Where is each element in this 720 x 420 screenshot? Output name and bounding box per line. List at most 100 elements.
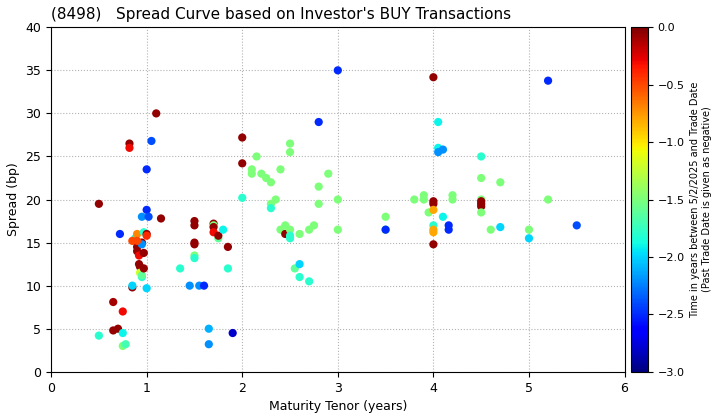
Point (265, 205, 276, 212)
Point (208, 229, 220, 236)
Point (117, 308, 129, 315)
Point (136, 272, 148, 279)
Point (313, 183, 325, 190)
Point (236, 160, 248, 167)
Point (130, 235, 141, 242)
Point (303, 278, 315, 285)
Point (208, 220, 220, 227)
Point (189, 222, 200, 229)
Point (120, 341, 132, 348)
Point (284, 235, 296, 242)
Point (265, 179, 276, 186)
Point (495, 179, 506, 186)
Point (475, 153, 487, 160)
Y-axis label: Time in years between 5/2/2025 and Trade Date
(Past Trade Date is given as negat: Time in years between 5/2/2025 and Trade… (690, 81, 712, 318)
Point (189, 218, 200, 224)
Point (133, 261, 145, 268)
Point (284, 149, 296, 155)
Point (428, 226, 439, 233)
Point (184, 282, 195, 289)
Point (380, 226, 392, 233)
Point (289, 265, 300, 272)
Point (107, 299, 119, 305)
Point (313, 200, 325, 207)
Point (523, 226, 535, 233)
Point (134, 263, 145, 270)
Point (275, 226, 287, 233)
Point (127, 284, 138, 291)
Point (138, 265, 150, 272)
Point (332, 226, 343, 233)
Point (114, 231, 126, 237)
Point (428, 207, 439, 213)
Point (323, 171, 334, 177)
Point (542, 196, 554, 203)
Point (251, 153, 262, 160)
Point (380, 226, 392, 233)
Point (265, 200, 276, 207)
Point (141, 232, 153, 239)
Point (212, 235, 224, 242)
Point (112, 326, 124, 332)
Point (134, 269, 145, 276)
Point (236, 194, 248, 201)
Point (117, 343, 129, 349)
Point (141, 166, 153, 173)
Point (303, 226, 315, 233)
Point (495, 224, 506, 231)
Point (138, 249, 150, 256)
Point (133, 252, 145, 259)
Point (308, 222, 320, 229)
Point (428, 222, 439, 229)
Point (136, 213, 148, 220)
Point (143, 213, 154, 220)
Point (136, 274, 148, 281)
Point (117, 330, 129, 336)
Point (141, 207, 153, 213)
Point (145, 138, 157, 144)
Point (571, 222, 582, 229)
Point (418, 192, 430, 199)
Point (380, 213, 392, 220)
Point (150, 110, 162, 117)
Point (189, 252, 200, 259)
Point (198, 282, 210, 289)
Point (189, 239, 200, 246)
Point (131, 248, 143, 255)
Point (174, 265, 186, 272)
Point (208, 222, 220, 229)
Point (222, 265, 234, 272)
Point (332, 67, 343, 74)
Point (138, 229, 150, 236)
Point (131, 237, 143, 244)
Point (428, 198, 439, 205)
Point (131, 231, 143, 237)
Point (284, 226, 296, 233)
Point (433, 119, 444, 126)
Point (208, 224, 220, 231)
Point (270, 196, 282, 203)
Point (246, 166, 258, 173)
Point (124, 140, 135, 147)
Point (203, 326, 215, 332)
Point (294, 261, 305, 268)
Point (222, 244, 234, 250)
Point (136, 239, 148, 246)
Point (485, 226, 497, 233)
Point (428, 200, 439, 207)
Point (332, 196, 343, 203)
Point (131, 244, 143, 250)
Point (423, 209, 434, 216)
Point (93, 332, 104, 339)
Point (124, 144, 135, 151)
Point (408, 196, 420, 203)
Y-axis label: Spread (bp): Spread (bp) (7, 163, 20, 236)
Point (203, 341, 215, 348)
Point (212, 232, 224, 239)
Point (256, 171, 267, 177)
Point (443, 226, 454, 233)
Point (446, 196, 458, 203)
X-axis label: Maturity Tenor (years): Maturity Tenor (years) (269, 400, 407, 413)
Point (127, 237, 138, 244)
Point (294, 274, 305, 281)
